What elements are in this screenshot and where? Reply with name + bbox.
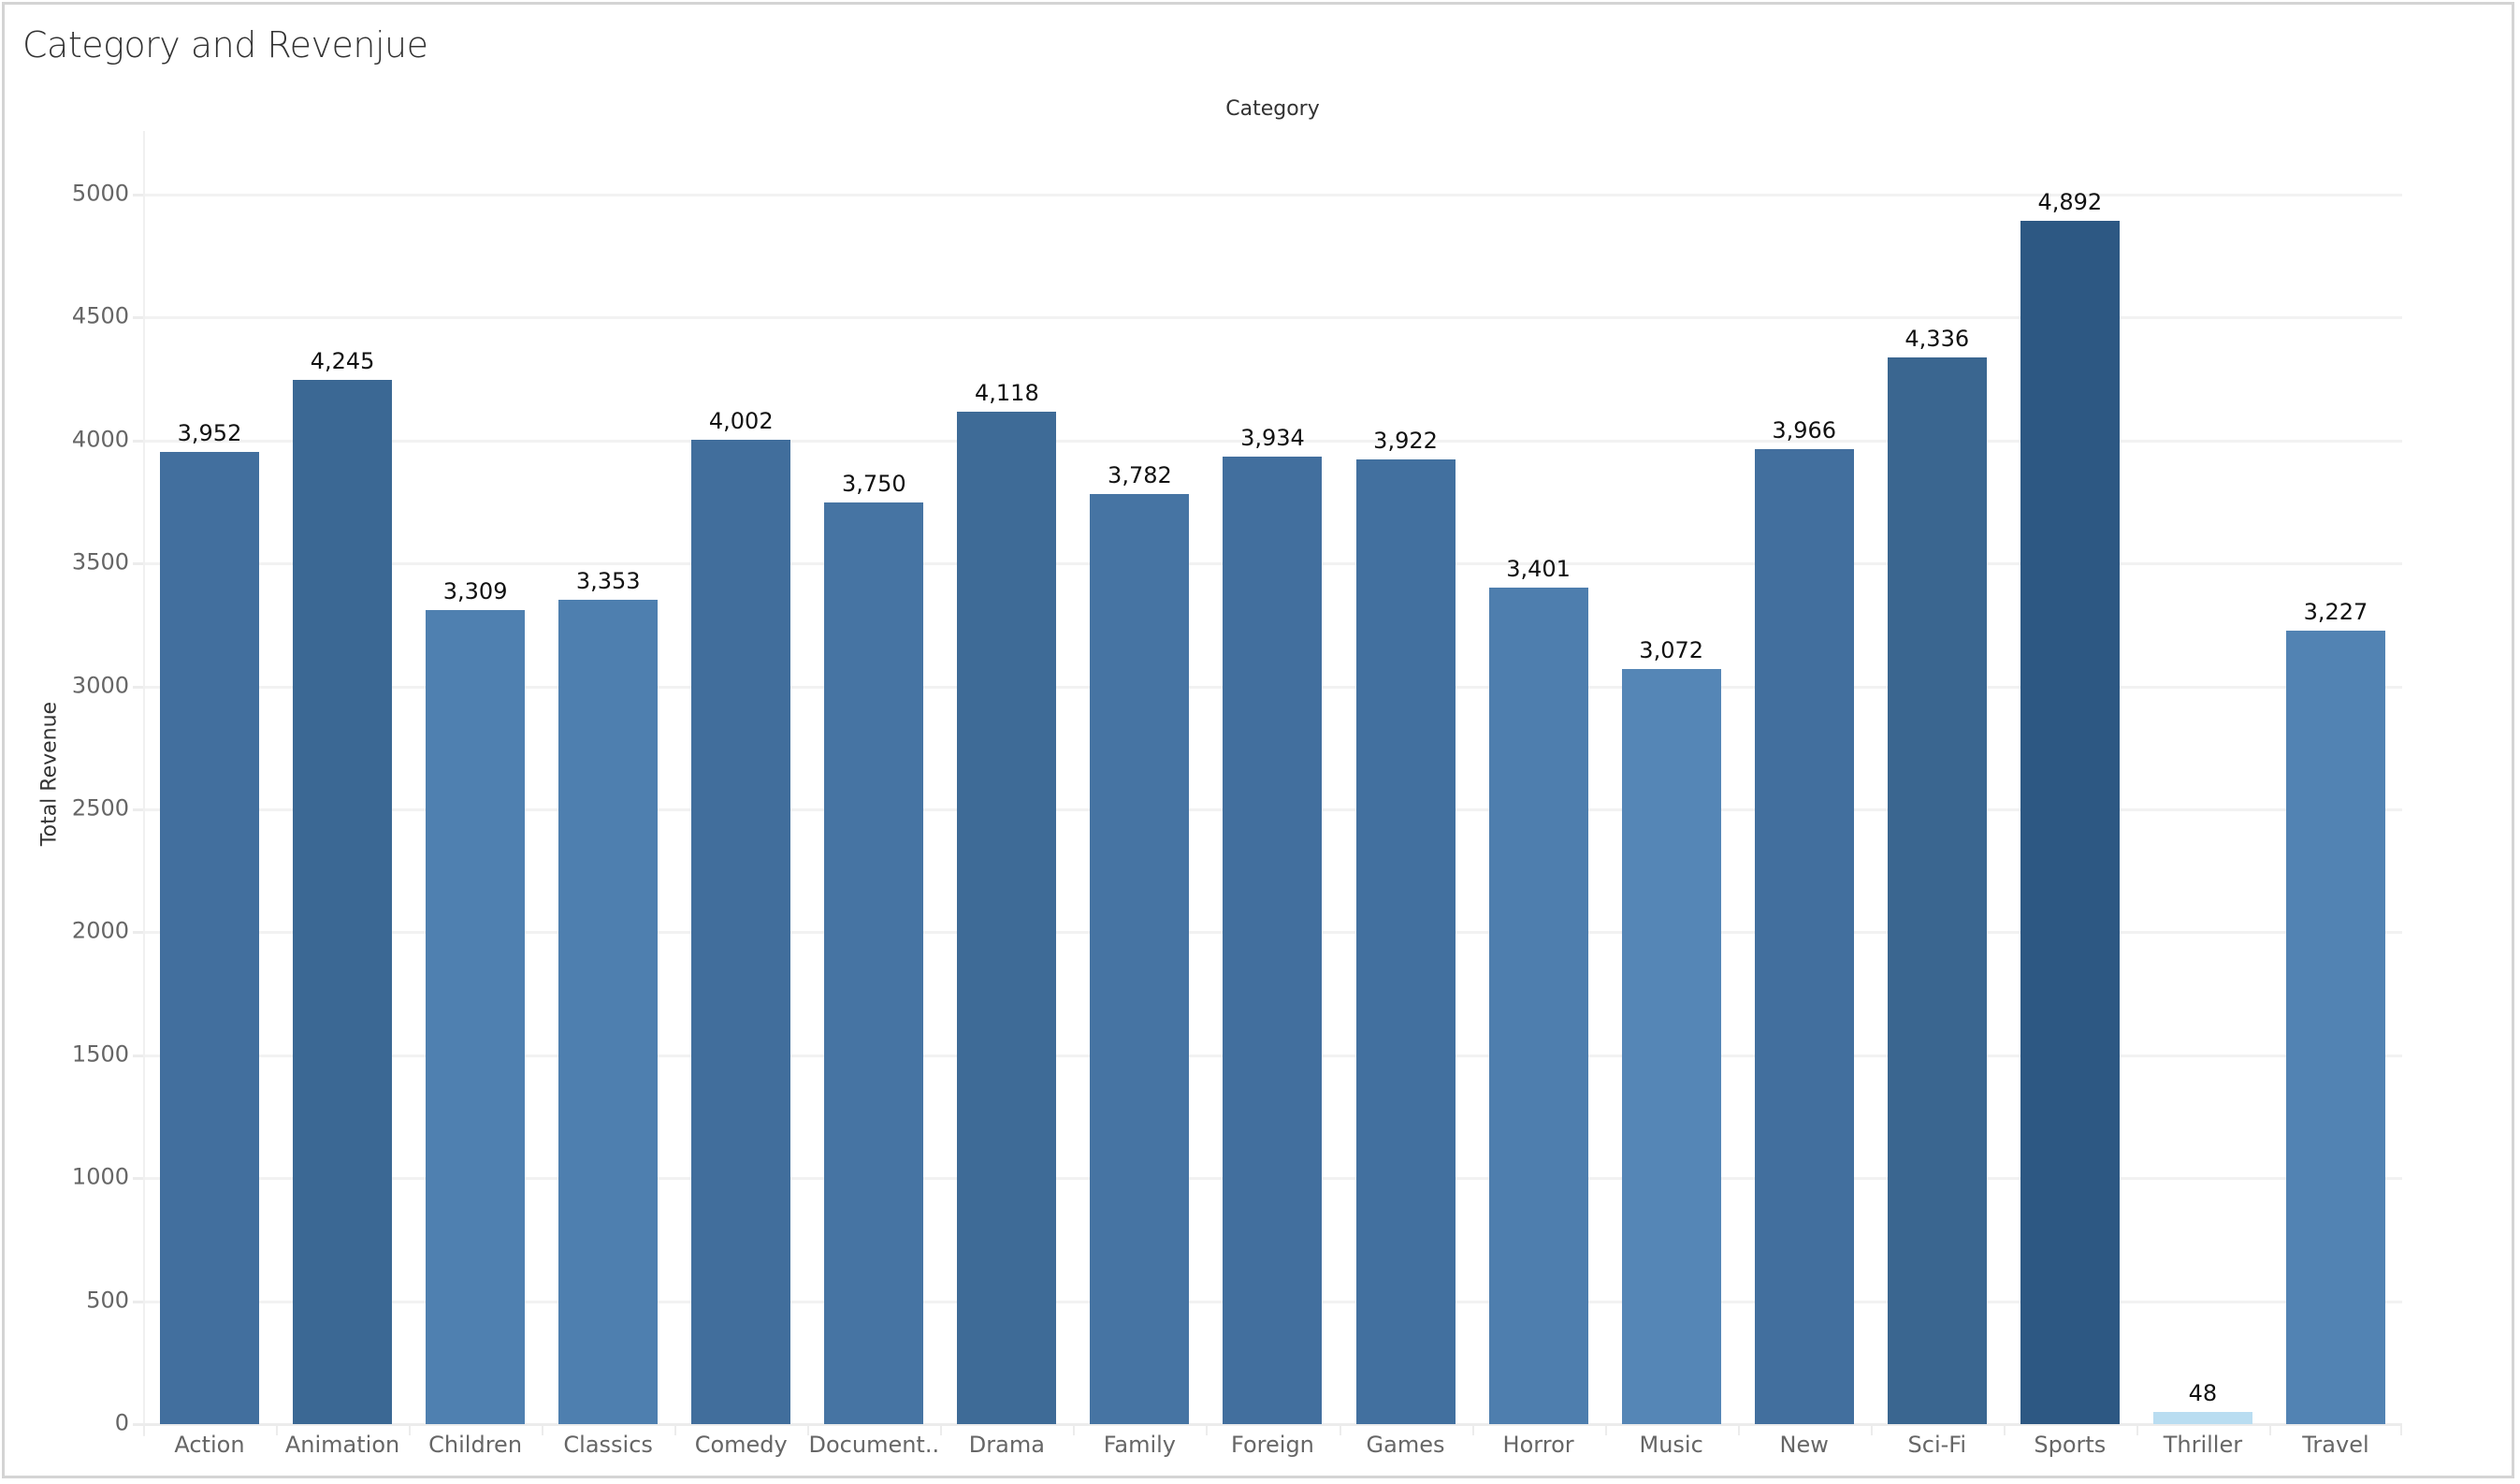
y-tick-mark bbox=[133, 316, 143, 320]
x-axis-label-action: Action bbox=[174, 1432, 245, 1458]
x-axis-label-new: New bbox=[1779, 1432, 1829, 1458]
x-tick-separator bbox=[1073, 1426, 1076, 1435]
gridline bbox=[143, 316, 2402, 320]
bar-value-label: 3,353 bbox=[575, 567, 641, 594]
bar-thriller[interactable] bbox=[2152, 1412, 2252, 1424]
bar-value-label: 4,892 bbox=[2037, 189, 2103, 216]
y-tick-mark bbox=[133, 808, 143, 811]
bar-foreign[interactable] bbox=[1223, 457, 1323, 1424]
bar-comedy[interactable] bbox=[691, 440, 791, 1424]
bar-animation[interactable] bbox=[293, 380, 393, 1424]
y-tick-mark bbox=[133, 562, 143, 566]
x-tick-separator bbox=[409, 1426, 412, 1435]
x-tick-separator bbox=[143, 1426, 145, 1435]
bar-value-label: 3,309 bbox=[442, 578, 508, 605]
y-tick-label: 4000 bbox=[71, 426, 129, 453]
x-axis-label-sports: Sports bbox=[2034, 1432, 2107, 1458]
bar-value-label: 3,072 bbox=[1639, 636, 1704, 663]
bar-drama[interactable] bbox=[957, 411, 1057, 1424]
x-tick-separator bbox=[674, 1426, 677, 1435]
bar-value-label: 3,922 bbox=[1373, 428, 1438, 455]
x-axis-label-horror: Horror bbox=[1502, 1432, 1574, 1458]
x-axis-line bbox=[133, 1423, 2402, 1426]
bar-classics[interactable] bbox=[558, 599, 659, 1424]
bar-sports[interactable] bbox=[2020, 221, 2120, 1424]
x-axis-label-family: Family bbox=[1103, 1432, 1177, 1458]
gridline bbox=[143, 439, 2402, 443]
x-axis-label-sci-fi: Sci-Fi bbox=[1907, 1432, 1966, 1458]
x-axis-label-classics: Classics bbox=[563, 1432, 653, 1458]
bar-action[interactable] bbox=[160, 452, 259, 1424]
bar-sci-fi[interactable] bbox=[1887, 357, 1987, 1424]
y-tick-label: 2500 bbox=[71, 794, 129, 822]
bar-games[interactable] bbox=[1355, 459, 1456, 1424]
y-tick-label: 0 bbox=[114, 1409, 129, 1436]
y-tick-label: 2000 bbox=[71, 917, 129, 944]
x-tick-separator bbox=[1471, 1426, 1474, 1435]
x-axis-label-travel: Travel bbox=[2302, 1432, 2369, 1458]
x-axis-label-foreign: Foreign bbox=[1231, 1432, 1314, 1458]
x-axis-label-animation: Animation bbox=[284, 1432, 400, 1458]
bar-value-label: 4,118 bbox=[975, 379, 1039, 406]
x-axis-label-games: Games bbox=[1366, 1432, 1445, 1458]
x-tick-separator bbox=[2003, 1426, 2006, 1435]
bar-value-label: 3,934 bbox=[1240, 425, 1305, 452]
bar-value-label: 3,401 bbox=[1506, 556, 1571, 583]
bar-travel[interactable] bbox=[2285, 630, 2385, 1424]
y-tick-label: 3000 bbox=[71, 672, 129, 699]
x-axis-label-comedy: Comedy bbox=[694, 1432, 788, 1458]
y-tick-label: 500 bbox=[86, 1287, 129, 1314]
bar-documentary[interactable] bbox=[824, 502, 924, 1424]
x-tick-separator bbox=[1604, 1426, 1607, 1435]
x-axis-label-music: Music bbox=[1639, 1432, 1703, 1458]
gridline bbox=[143, 194, 2402, 196]
bar-value-label: 3,227 bbox=[2303, 598, 2368, 625]
y-tick-mark bbox=[133, 1054, 143, 1057]
y-axis-title: Total Revenue bbox=[37, 701, 62, 847]
x-axis-label-children: Children bbox=[428, 1432, 523, 1458]
x-tick-separator bbox=[1737, 1426, 1740, 1435]
x-tick-separator bbox=[2136, 1426, 2138, 1435]
x-axis-label-thriller: Thriller bbox=[2163, 1432, 2243, 1458]
x-tick-separator bbox=[2400, 1426, 2403, 1435]
x-tick-separator bbox=[1870, 1426, 1873, 1435]
bar-value-label: 4,002 bbox=[708, 408, 774, 435]
column-header-category: Category bbox=[1225, 97, 1320, 121]
y-tick-mark bbox=[133, 439, 143, 443]
y-tick-mark bbox=[133, 685, 143, 689]
x-axis-label-drama: Drama bbox=[968, 1432, 1045, 1458]
y-tick-mark bbox=[133, 194, 143, 196]
x-axis-label-documentary: Document.. bbox=[808, 1432, 940, 1458]
y-tick-label: 3500 bbox=[71, 548, 129, 575]
x-tick-separator bbox=[2268, 1426, 2271, 1435]
bar-value-label: 3,952 bbox=[177, 420, 242, 447]
x-tick-separator bbox=[276, 1426, 279, 1435]
bar-music[interactable] bbox=[1621, 668, 1721, 1424]
chart-title: Category and Revenjue bbox=[22, 24, 428, 65]
bar-value-label: 48 bbox=[2188, 1380, 2218, 1407]
y-tick-label: 5000 bbox=[71, 180, 129, 207]
x-tick-separator bbox=[807, 1426, 810, 1435]
bar-new[interactable] bbox=[1754, 448, 1854, 1424]
y-tick-label: 1000 bbox=[71, 1163, 129, 1190]
bar-value-label: 3,750 bbox=[841, 470, 906, 497]
bar-value-label: 3,782 bbox=[1108, 462, 1172, 489]
y-tick-label: 4500 bbox=[71, 302, 129, 329]
plot-left-border bbox=[143, 131, 145, 1436]
bar-family[interactable] bbox=[1090, 494, 1190, 1424]
y-tick-mark bbox=[133, 1300, 143, 1303]
bar-value-label: 4,336 bbox=[1904, 326, 1970, 353]
x-tick-separator bbox=[940, 1426, 943, 1435]
bar-children[interactable] bbox=[426, 610, 526, 1424]
bar-horror[interactable] bbox=[1488, 588, 1588, 1424]
x-tick-separator bbox=[1339, 1426, 1341, 1435]
y-tick-label: 1500 bbox=[71, 1040, 129, 1068]
y-tick-mark bbox=[133, 1177, 143, 1181]
x-tick-separator bbox=[542, 1426, 544, 1435]
bar-value-label: 4,245 bbox=[310, 348, 375, 375]
x-tick-separator bbox=[1206, 1426, 1209, 1435]
y-tick-mark bbox=[133, 931, 143, 935]
bar-value-label: 3,966 bbox=[1772, 416, 1837, 444]
